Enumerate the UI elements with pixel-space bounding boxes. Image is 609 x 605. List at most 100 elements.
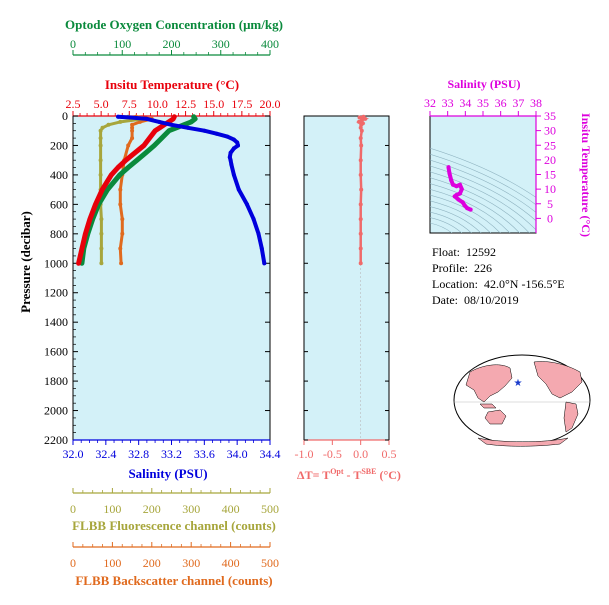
pressure-tick-label: 1200 [44, 286, 68, 300]
temperature-axis-tick-label: 17.5 [231, 97, 252, 111]
ts-plot-area [429, 115, 537, 234]
ts-x-tick-label: 33 [442, 96, 454, 110]
temperature-profile-point [123, 158, 128, 163]
salinity-profile-point [262, 261, 267, 266]
delta-t-point [358, 202, 363, 207]
pressure-tick-label: 2000 [44, 404, 68, 418]
delta-t-label-mid: - T [344, 468, 362, 482]
ts-x-tick-label: 35 [477, 96, 489, 110]
temperature-axis-tick-label: 12.5 [175, 97, 196, 111]
ts-point [462, 203, 467, 208]
ts-x-tick-label: 34 [459, 96, 471, 110]
density-contour [430, 183, 520, 233]
date-label: Date: [432, 293, 458, 307]
oxygen-profile-point [117, 172, 122, 177]
salinity-profile-point [256, 231, 261, 236]
salinity-profile-point [245, 202, 249, 207]
info-location-row: Location: 42.0°N -156.5°E [432, 277, 565, 292]
delta-t-tick-label: 0.5 [382, 447, 397, 461]
ts-point [454, 184, 459, 189]
ts-x-tick-label: 37 [512, 96, 524, 110]
fluorescence-axis-tick-label: 100 [103, 502, 121, 516]
oxygen-profile-point [126, 165, 131, 170]
temperature-axis: 2.5 5.0 7.5 10.0 12.5 15.0 17.5 20.0 [66, 97, 281, 117]
fluorescence-axis-tick-label: 500 [261, 502, 279, 516]
temperature-axis-label: Insitu Temperature (°C) [105, 77, 239, 92]
delta-t-point [358, 246, 363, 251]
oxygen-axis: 0 100 200 300 400 [70, 37, 279, 56]
profile-value: 226 [474, 261, 492, 275]
float-location-marker: ★ [514, 378, 523, 389]
map-land-south-america [563, 401, 579, 433]
fluorescence-axis-tick-label: 400 [222, 502, 240, 516]
fluorescence-profile-point [99, 246, 104, 251]
ts-y-tick-label: 15 [544, 168, 556, 182]
pressure-tick-label: 1400 [44, 315, 68, 329]
pressure-tick-label: 0 [62, 109, 68, 123]
salinity-axis-tick-label: 34.0 [227, 447, 248, 461]
backscatter-profile-point [130, 136, 135, 141]
temperature-profile-point [76, 261, 81, 266]
salinity-profile-point [236, 143, 240, 148]
salinity-profile-point [202, 128, 207, 133]
backscatter-profile-point [118, 246, 123, 251]
salinity-profile-point [228, 150, 233, 155]
pressure-tick-label: 1000 [44, 256, 68, 270]
temperature-profile-point [157, 125, 162, 130]
temperature-axis-tick-label: 10.0 [147, 97, 168, 111]
backscatter-profile-point [118, 187, 123, 192]
salinity-profile-point [116, 114, 121, 119]
pressure-axis-label: Pressure (decibar) [18, 211, 33, 313]
fluorescence-profile-line [99, 115, 146, 265]
density-contour [430, 159, 536, 213]
delta-t-label-main: ΔT= T [297, 468, 330, 482]
pressure-tick-label: 2200 [44, 433, 68, 447]
float-label: Float: [432, 245, 461, 259]
salinity-profile-point [231, 146, 236, 151]
density-contour [430, 206, 482, 233]
ts-y-tick-label: 20 [544, 153, 556, 167]
salinity-profile-point [227, 155, 232, 160]
salinity-axis-tick-label: 32.8 [128, 447, 149, 461]
temperature-profile-point [171, 116, 176, 121]
backscatter-axis-tick-label: 0 [70, 556, 76, 570]
ts-point [449, 178, 454, 183]
salinity-profile-point [225, 134, 230, 139]
ts-point [458, 191, 462, 196]
fluorescence-profile-point [98, 128, 103, 133]
temperature-profile-point [100, 187, 105, 192]
main-plot-area [72, 115, 271, 441]
density-contour [430, 200, 491, 233]
salinity-profile-point [259, 246, 264, 251]
backscatter-profile-point [120, 217, 125, 222]
fluorescence-profile-point [98, 172, 103, 177]
pressure-tick-label: 200 [50, 138, 68, 152]
density-contour [430, 217, 462, 233]
backscatter-profile-point [118, 202, 123, 207]
density-contours [430, 147, 536, 233]
fluorescence-profile-point [99, 217, 104, 222]
ts-point [447, 171, 452, 175]
salinity-axis-tick-label: 33.2 [161, 447, 182, 461]
delta-t-tick-label: 0.0 [353, 447, 368, 461]
info-float-row: Float: 12592 [432, 245, 496, 260]
delta-t-point [357, 119, 361, 124]
delta-t-point [359, 128, 364, 133]
ts-point [465, 206, 470, 211]
oxygen-profile-point [105, 187, 110, 192]
delta-t-point [357, 115, 362, 120]
density-contour [430, 194, 501, 233]
map-land-asia [465, 364, 513, 403]
backscatter-profile-point [120, 231, 125, 236]
ts-point [468, 207, 473, 212]
map-land-north-america [533, 361, 583, 399]
temperature-profile-point [153, 128, 158, 133]
ts-y-tick-label: 35 [544, 109, 556, 123]
delta-t-label-sup2: SBE [361, 467, 376, 476]
delta-t-plot-area [303, 115, 390, 441]
ts-x-tick-label: 36 [495, 96, 507, 110]
oxygen-axis-tick-label: 100 [113, 37, 131, 51]
fluorescence-axis-label: FLBB Fluorescence channel (counts) [72, 518, 276, 533]
pressure-tick-label: 600 [50, 197, 68, 211]
